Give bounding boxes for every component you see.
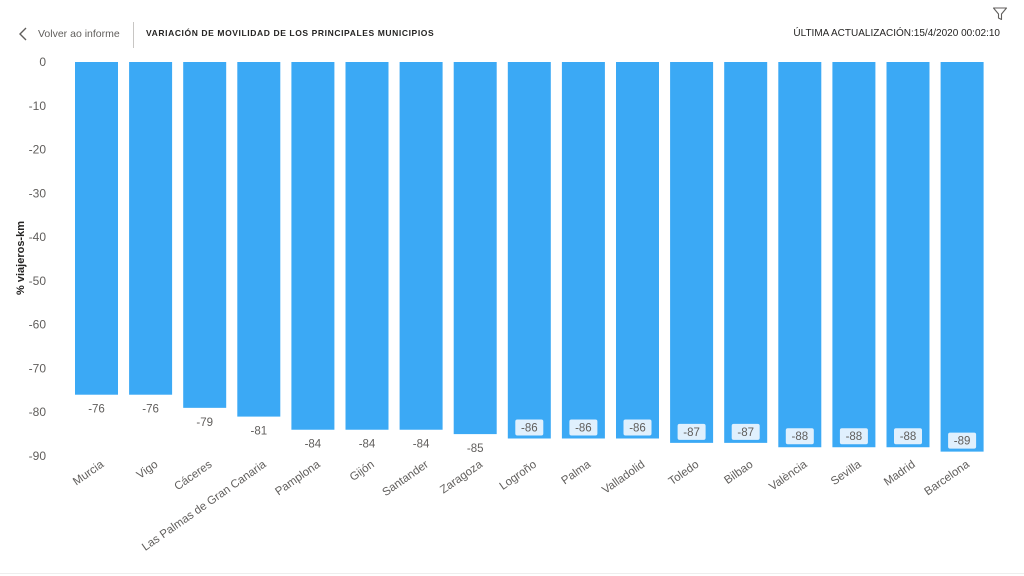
data-label-box <box>839 428 868 445</box>
data-label: -86 <box>629 422 646 434</box>
data-label: -88 <box>900 431 917 443</box>
y-tick-label: -80 <box>29 405 47 419</box>
y-axis: 0 -10 -20 -30 -40 -50 -60 -70 -80 -90 <box>29 55 47 463</box>
data-label: -86 <box>521 422 538 434</box>
data-label: -87 <box>683 427 700 439</box>
data-label-box <box>948 432 977 449</box>
last-update-timestamp: ÚLTIMA ACTUALIZACIÓN:15/4/2020 00:02:10 <box>793 28 1000 39</box>
data-label: -89 <box>954 436 971 448</box>
bar[interactable] <box>345 62 389 430</box>
back-label: Volver ao informe <box>38 28 120 40</box>
x-tick-label: Cáceres <box>172 458 214 493</box>
data-label: -85 <box>467 443 484 455</box>
x-tick-label: València <box>767 458 810 493</box>
data-label: -84 <box>413 439 430 451</box>
bar[interactable] <box>778 62 822 448</box>
bar[interactable] <box>291 62 335 430</box>
bar[interactable] <box>724 62 768 443</box>
back-to-report-button[interactable]: Volver ao informe <box>18 22 120 46</box>
bar[interactable] <box>129 62 173 395</box>
data-label-box <box>785 428 814 445</box>
bar[interactable] <box>886 62 930 448</box>
data-label-box <box>515 419 544 436</box>
x-tick-label: Pamplona <box>273 458 323 498</box>
data-label: -84 <box>305 439 322 451</box>
data-label-box <box>623 419 652 436</box>
bar[interactable] <box>832 62 876 448</box>
x-tick-label: Logroño <box>498 459 539 493</box>
page-title: VARIACIÓN DE MOVILIDAD DE LOS PRINCIPALE… <box>146 28 435 38</box>
x-tick-label: Vigo <box>135 459 161 482</box>
bar[interactable] <box>453 62 497 435</box>
x-tick-label: Madrid <box>882 459 918 489</box>
y-tick-label: -90 <box>29 449 47 463</box>
bottom-rule <box>0 573 1024 574</box>
data-label: -88 <box>791 431 808 443</box>
y-tick-label: -30 <box>29 186 47 200</box>
y-tick-label: 0 <box>39 55 46 69</box>
data-label: -81 <box>250 426 267 438</box>
y-tick-label: -60 <box>29 318 47 332</box>
y-tick-label: -20 <box>29 143 47 157</box>
x-tick-label: Barcelona <box>923 458 973 498</box>
bar[interactable] <box>616 62 659 439</box>
data-labels: -76 -76 -79 -81 -84 -84 -84 -85 -86 -86 -86 -87 -87 -… <box>88 404 977 455</box>
bar[interactable] <box>670 62 714 443</box>
bars <box>75 62 984 452</box>
data-label: -79 <box>196 417 213 429</box>
data-label-box <box>894 428 922 445</box>
x-tick-label: Sevilla <box>829 458 864 488</box>
x-tick-label: Santander <box>380 459 430 499</box>
data-label-box <box>569 419 598 436</box>
header-divider <box>133 22 134 48</box>
x-tick-label: Murcia <box>71 458 107 488</box>
data-label: -86 <box>575 422 592 434</box>
bar[interactable] <box>75 62 118 395</box>
x-tick-label: Gijón <box>348 459 377 484</box>
y-tick-label: -50 <box>29 274 47 288</box>
data-label: -76 <box>142 404 159 416</box>
bar[interactable] <box>940 62 984 452</box>
data-label: -88 <box>846 431 863 443</box>
y-tick-label: -40 <box>29 230 47 244</box>
data-label: -76 <box>88 404 105 416</box>
data-label: -84 <box>359 439 376 451</box>
y-tick-label: -10 <box>29 99 47 113</box>
filter-icon[interactable] <box>992 6 1008 22</box>
bar[interactable] <box>183 62 227 408</box>
x-tick-label: Valladolid <box>600 459 647 497</box>
x-tick-label: Zaragoza <box>438 458 485 496</box>
bar[interactable] <box>237 62 281 417</box>
bar[interactable] <box>399 62 443 430</box>
y-tick-label: -70 <box>29 361 47 375</box>
y-axis-title: % viajeros-km <box>15 221 27 295</box>
bar[interactable] <box>507 62 551 439</box>
x-tick-label: Toledo <box>667 459 702 488</box>
data-label: -87 <box>737 427 754 439</box>
x-tick-label: Bilbao <box>722 459 755 487</box>
data-label-box <box>731 423 760 440</box>
chevron-left-icon <box>19 27 27 41</box>
bar[interactable] <box>561 62 605 439</box>
data-label-box <box>677 423 706 440</box>
x-tick-label: Palma <box>560 458 594 487</box>
